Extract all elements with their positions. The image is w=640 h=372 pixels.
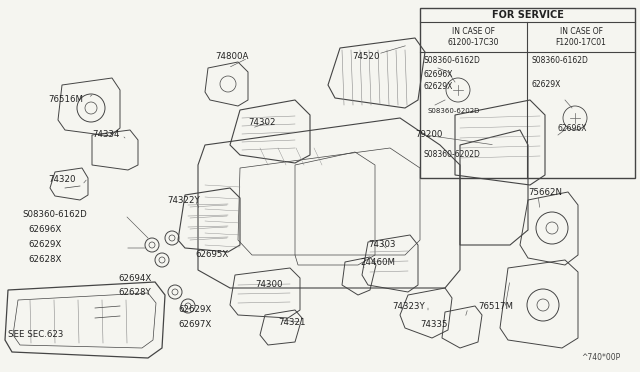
- Text: 74303: 74303: [368, 240, 396, 249]
- Text: 24460M: 24460M: [360, 258, 395, 267]
- Text: 79200: 79200: [415, 130, 442, 139]
- Text: 62628Y: 62628Y: [118, 288, 151, 297]
- Text: 62696X: 62696X: [557, 124, 586, 133]
- Text: FOR SERVICE: FOR SERVICE: [492, 10, 563, 20]
- Text: 74334: 74334: [92, 130, 120, 139]
- Text: S08360-6162D: S08360-6162D: [531, 56, 588, 65]
- Text: 62628X: 62628X: [28, 255, 61, 264]
- Text: S08360-6162D: S08360-6162D: [22, 210, 87, 219]
- Text: 76517M: 76517M: [478, 302, 513, 311]
- Text: 74321: 74321: [278, 318, 305, 327]
- Text: 62629X: 62629X: [178, 305, 211, 314]
- Text: 74320: 74320: [48, 175, 76, 184]
- Text: 62697X: 62697X: [178, 320, 211, 329]
- Text: 74335: 74335: [420, 320, 447, 329]
- Text: 62694X: 62694X: [118, 274, 151, 283]
- Text: S08360-6162D: S08360-6162D: [424, 56, 481, 65]
- Text: 74520: 74520: [352, 52, 380, 61]
- Text: S08360-6202D: S08360-6202D: [424, 150, 481, 159]
- Text: IN CASE OF
F1200-17C01: IN CASE OF F1200-17C01: [556, 27, 607, 47]
- Text: IN CASE OF
61200-17C30: IN CASE OF 61200-17C30: [448, 27, 499, 47]
- Text: 62629X: 62629X: [28, 240, 61, 249]
- Text: 74300: 74300: [255, 280, 282, 289]
- Text: ^740*00P: ^740*00P: [580, 353, 620, 362]
- Text: S08360-6202D: S08360-6202D: [428, 108, 481, 114]
- Text: SEE SEC.623: SEE SEC.623: [8, 330, 63, 339]
- Text: 75662N: 75662N: [528, 188, 562, 197]
- Text: 74800A: 74800A: [215, 52, 248, 61]
- Text: 62629X: 62629X: [531, 80, 561, 89]
- Text: 62629X: 62629X: [424, 82, 453, 91]
- Text: 74323Y: 74323Y: [392, 302, 425, 311]
- Text: 74302: 74302: [248, 118, 275, 127]
- Text: 74322Y: 74322Y: [167, 196, 200, 205]
- Text: 62696X: 62696X: [28, 225, 61, 234]
- Text: 62695X: 62695X: [195, 250, 228, 259]
- Text: 76516M: 76516M: [48, 95, 83, 104]
- Text: 62696X: 62696X: [424, 70, 454, 79]
